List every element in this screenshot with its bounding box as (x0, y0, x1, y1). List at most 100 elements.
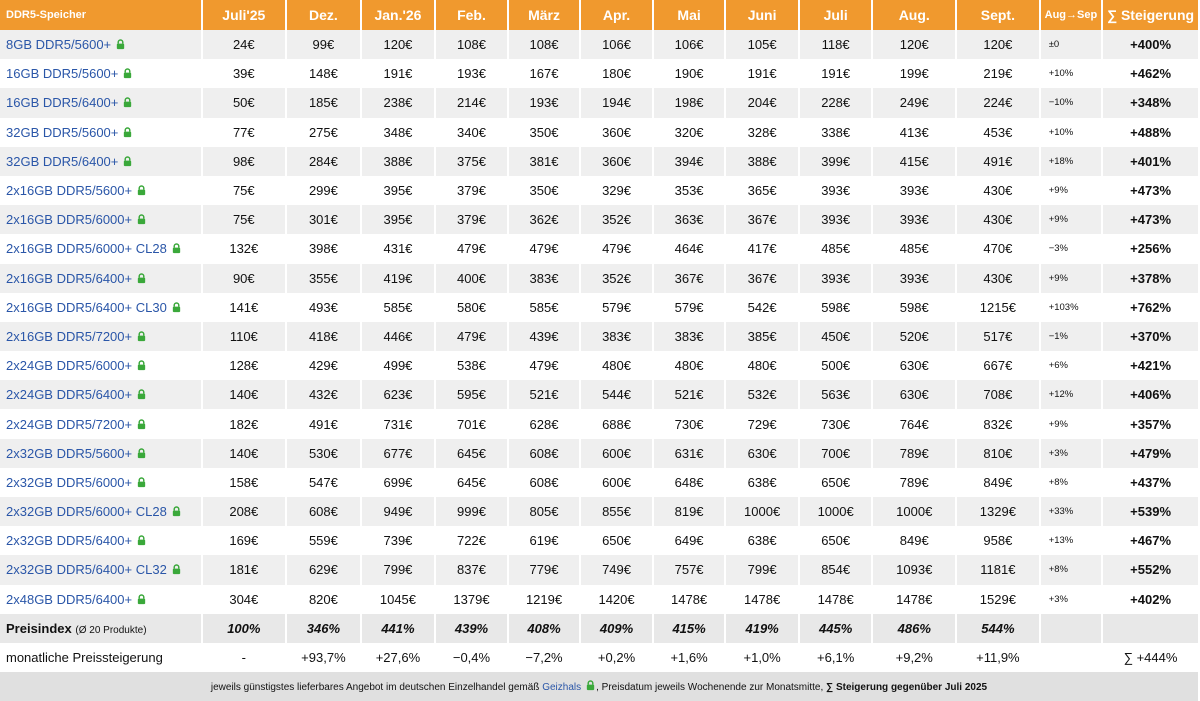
total-increase-cell: +473% (1102, 205, 1200, 235)
price-cell: 608€ (286, 497, 362, 527)
product-name-cell: 8GB DDR5/5600+ (0, 30, 203, 60)
product-link[interactable]: 2x32GB DDR5/6000+ CL28 (6, 504, 167, 520)
product-link[interactable]: 2x32GB DDR5/6000+ (6, 474, 133, 490)
price-cell: 722€ (435, 526, 509, 556)
price-cell: 388€ (725, 146, 800, 176)
lock-icon (124, 68, 132, 79)
price-cell: 185€ (286, 88, 362, 118)
product-name-cell: 2x32GB DDR5/5600+ (0, 438, 203, 468)
price-cell: 832€ (956, 409, 1041, 439)
price-cell: 849€ (956, 467, 1041, 497)
product-link[interactable]: 2x16GB DDR5/6000+ (6, 212, 133, 228)
product-link[interactable]: 16GB DDR5/6400+ (6, 95, 119, 111)
header-cell: Aug→Sep (1039, 0, 1104, 30)
price-cell: 191€ (360, 59, 437, 89)
price-cell: 450€ (798, 321, 874, 352)
header-cell: Mai (652, 0, 727, 30)
price-cell: 631€ (652, 438, 727, 468)
price-cell: 729€ (725, 409, 800, 439)
price-cell: 90€ (201, 263, 288, 293)
delta-cell: +8% (1039, 467, 1104, 497)
footer-text-bold: ∑ Steigerung gegenüber Juli 2025 (826, 682, 988, 694)
price-cell: 393€ (798, 205, 874, 235)
price-cell: 363€ (652, 205, 727, 235)
product-link[interactable]: 2x24GB DDR5/6000+ (6, 358, 133, 374)
product-name-cell: 32GB DDR5/6400+ (0, 146, 203, 176)
product-link[interactable]: 2x16GB DDR5/6400+ CL30 (6, 299, 167, 315)
product-name-cell: 16GB DDR5/6400+ (0, 88, 203, 118)
footer-text-before: jeweils günstigstes lieferbares Angebot … (210, 682, 543, 694)
product-link[interactable]: 2x32GB DDR5/6400+ (6, 533, 133, 549)
product-link[interactable]: 2x16GB DDR5/7200+ (6, 328, 133, 344)
product-link[interactable]: 32GB DDR5/5600+ (6, 124, 119, 140)
total-increase-cell: +467% (1102, 526, 1200, 556)
price-cell: 757€ (652, 555, 727, 585)
price-cell: 749€ (580, 555, 654, 585)
table-row: 16GB DDR5/6400+ 50€ 185€ 238€ 214€ 193€ 194€ 19… (0, 88, 1200, 118)
index-cell: 346% (286, 613, 362, 643)
product-link[interactable]: 8GB DDR5/5600+ (6, 37, 112, 53)
index-cell: 445% (798, 613, 874, 643)
price-cell: 701€ (435, 409, 509, 439)
lock-icon (137, 185, 146, 196)
price-cell: 350€ (507, 117, 582, 147)
product-link[interactable]: 16GB DDR5/5600+ (6, 66, 119, 82)
price-cell: 393€ (872, 205, 958, 235)
price-cell: 1420€ (580, 584, 654, 614)
price-cell: 628€ (507, 409, 582, 439)
product-link[interactable]: 2x24GB DDR5/6400+ (6, 387, 133, 403)
price-cell: 132€ (201, 234, 288, 264)
price-cell: 479€ (580, 234, 654, 264)
table-row: 2x32GB DDR5/6400+ 169€ 559€ 739€ 722€ 619€ 650… (0, 526, 1200, 556)
price-cell: 417€ (725, 234, 800, 264)
product-link[interactable]: 32GB DDR5/6400+ (6, 153, 119, 169)
header-cell: März (507, 0, 582, 30)
price-cell: 999€ (435, 497, 509, 527)
delta-cell: +13% (1039, 526, 1104, 556)
price-cell: 1379€ (435, 584, 509, 614)
geizhals-link[interactable]: Geizhals (542, 682, 582, 694)
product-name-cell: 2x32GB DDR5/6400+ CL32 (0, 555, 203, 585)
total-increase-cell: +348% (1102, 88, 1200, 118)
price-cell: 600€ (580, 467, 654, 497)
price-cell: 1093€ (872, 555, 958, 585)
price-cell: 393€ (798, 263, 874, 293)
product-link[interactable]: 2x16GB DDR5/6400+ (6, 270, 133, 286)
price-cell: 383€ (507, 263, 582, 293)
price-cell: 949€ (360, 497, 437, 527)
product-link[interactable]: 2x32GB DDR5/6400+ CL32 (6, 562, 167, 578)
monthly-cell: +93,7% (286, 642, 362, 673)
price-cell: 598€ (872, 292, 958, 322)
price-cell: 439€ (507, 321, 582, 352)
product-link[interactable]: 2x32GB DDR5/5600+ (6, 445, 133, 461)
product-link[interactable]: 2x24GB DDR5/7200+ (6, 416, 133, 432)
price-cell: 191€ (725, 59, 800, 89)
product-link[interactable]: 2x48GB DDR5/6400+ (6, 591, 133, 607)
price-cell: 849€ (872, 526, 958, 556)
total-increase-cell: +473% (1102, 175, 1200, 206)
product-link[interactable]: 2x16GB DDR5/5600+ (6, 183, 133, 199)
price-cell: 854€ (798, 555, 874, 585)
price-cell: 432€ (286, 380, 362, 410)
price-cell: 367€ (725, 263, 800, 293)
price-cell: 1181€ (956, 555, 1041, 585)
price-cell: 219€ (956, 59, 1041, 89)
table-row: 2x48GB DDR5/6400+ 304€ 820€ 1045€ 1379€ 1219€… (0, 584, 1200, 614)
header-cell: Jan.'26 (360, 0, 437, 30)
table-row: 2x32GB DDR5/6400+ CL32 181€ 629€ 799€ 837€ 77… (0, 555, 1200, 585)
price-cell: 75€ (201, 205, 288, 235)
price-cell: 608€ (507, 438, 582, 468)
lock-icon (137, 331, 146, 342)
price-cell: 542€ (725, 292, 800, 322)
lock-icon (137, 214, 146, 225)
price-cell: 430€ (956, 263, 1041, 293)
price-cell: 688€ (580, 409, 654, 439)
price-cell: 24€ (201, 30, 288, 60)
product-name-cell: 2x16GB DDR5/6400+ (0, 263, 203, 293)
price-cell: 630€ (872, 351, 958, 381)
price-cell: 521€ (507, 380, 582, 410)
price-cell: 479€ (435, 234, 509, 264)
lock-icon (172, 564, 180, 575)
product-link[interactable]: 2x16GB DDR5/6000+ CL28 (6, 241, 167, 257)
